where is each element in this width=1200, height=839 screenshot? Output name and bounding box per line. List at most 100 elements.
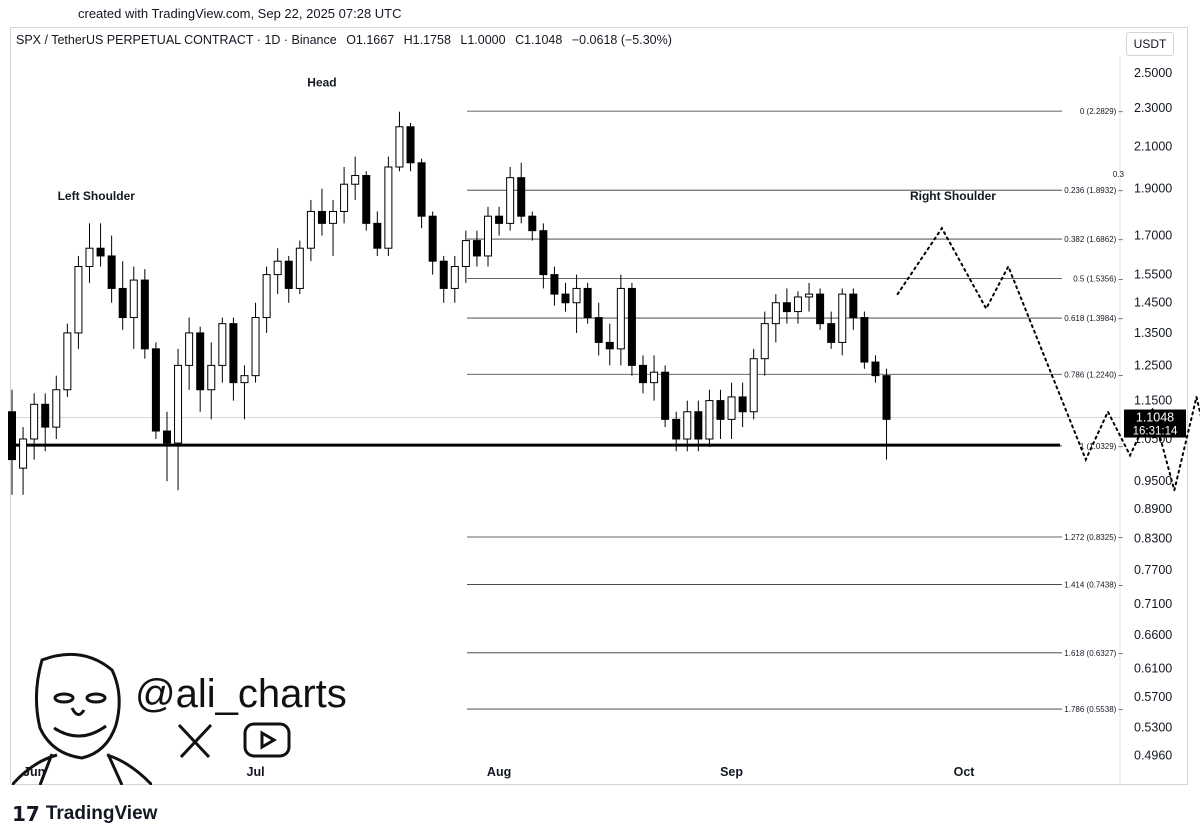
candle-body[interactable] bbox=[450, 266, 459, 289]
tradingview-logo[interactable]: 17 TradingView bbox=[12, 802, 157, 826]
candle-body[interactable] bbox=[583, 287, 592, 319]
candle-body[interactable] bbox=[882, 375, 891, 420]
candle-body[interactable] bbox=[428, 215, 437, 262]
candle-body[interactable] bbox=[229, 323, 238, 384]
candle-body[interactable] bbox=[41, 403, 50, 428]
candle-body[interactable] bbox=[816, 293, 825, 325]
candle-body[interactable] bbox=[273, 260, 282, 276]
candle-body[interactable] bbox=[616, 287, 625, 350]
candle-body[interactable] bbox=[362, 175, 371, 224]
candle-body[interactable] bbox=[8, 411, 16, 461]
candle-body[interactable] bbox=[849, 293, 858, 319]
candle-body[interactable] bbox=[417, 162, 426, 217]
candle-body[interactable] bbox=[284, 260, 293, 289]
youtube-icon[interactable] bbox=[243, 722, 291, 758]
candle-body[interactable] bbox=[838, 293, 847, 343]
candle-body[interactable] bbox=[406, 126, 415, 164]
candle-body[interactable] bbox=[96, 247, 105, 257]
current-price-label: 1.1048 bbox=[1136, 411, 1174, 425]
fib-level-label: 1.272 (0.8325) – bbox=[1064, 533, 1123, 542]
candle-body[interactable] bbox=[262, 274, 271, 319]
candle-body[interactable] bbox=[550, 274, 559, 295]
candle-body[interactable] bbox=[85, 247, 94, 268]
symbol-header: SPX / TetherUS PERPETUAL CONTRACT · 1D ·… bbox=[16, 33, 678, 47]
candle-body[interactable] bbox=[539, 230, 548, 276]
candle-body[interactable] bbox=[561, 293, 570, 304]
candle-body[interactable] bbox=[107, 255, 116, 289]
candle-body[interactable] bbox=[782, 302, 791, 313]
candle-body[interactable] bbox=[74, 266, 83, 334]
candle-body[interactable] bbox=[506, 177, 515, 224]
candle-body[interactable] bbox=[207, 364, 216, 391]
y-tick-label: 1.2500 bbox=[1134, 358, 1172, 372]
candle-body[interactable] bbox=[317, 210, 326, 224]
candle-body[interactable] bbox=[118, 287, 127, 319]
candle-body[interactable] bbox=[340, 183, 349, 212]
candle-body[interactable] bbox=[495, 215, 504, 224]
candle-body[interactable] bbox=[151, 348, 160, 432]
candle-body[interactable] bbox=[760, 323, 769, 360]
candle-body[interactable] bbox=[683, 411, 692, 440]
candle-body[interactable] bbox=[484, 215, 493, 257]
candle-body[interactable] bbox=[329, 210, 338, 224]
candle-body[interactable] bbox=[716, 400, 725, 420]
candle-body[interactable] bbox=[306, 210, 315, 249]
candle-body[interactable] bbox=[705, 400, 714, 440]
candle-body[interactable] bbox=[805, 293, 814, 298]
chart-frame bbox=[10, 27, 1188, 785]
candle-body[interactable] bbox=[738, 396, 747, 413]
candle-body[interactable] bbox=[727, 396, 736, 420]
candle-body[interactable] bbox=[605, 341, 614, 350]
x-icon[interactable] bbox=[176, 722, 214, 760]
candle-body[interactable] bbox=[572, 287, 581, 304]
candle-body[interactable] bbox=[240, 375, 249, 384]
candle-body[interactable] bbox=[251, 317, 260, 377]
fib-level-label: 0.5 (1.5356) – bbox=[1073, 275, 1123, 284]
y-tick-label: 1.3500 bbox=[1134, 326, 1172, 340]
candle-body[interactable] bbox=[827, 323, 836, 343]
candle-body[interactable] bbox=[627, 287, 636, 366]
candle-body[interactable] bbox=[63, 332, 72, 391]
y-tick-label: 0.8300 bbox=[1134, 531, 1172, 545]
candle-body[interactable] bbox=[174, 364, 183, 444]
candle-body[interactable] bbox=[129, 279, 138, 319]
candle-body[interactable] bbox=[19, 438, 28, 469]
candle-body[interactable] bbox=[472, 240, 481, 257]
candle-body[interactable] bbox=[461, 240, 470, 268]
y-tick-label: 0.7700 bbox=[1134, 563, 1172, 577]
candle-body[interactable] bbox=[694, 411, 703, 440]
candle-body[interactable] bbox=[638, 364, 647, 384]
candle-body[interactable] bbox=[871, 361, 880, 377]
bar-countdown-label: 16:31:14 bbox=[1133, 426, 1178, 438]
x-tick-label: Aug bbox=[487, 765, 511, 779]
currency-button[interactable]: USDT bbox=[1126, 32, 1174, 56]
candle-body[interactable] bbox=[749, 358, 758, 413]
symbol-title[interactable]: SPX / TetherUS PERPETUAL CONTRACT · 1D ·… bbox=[16, 33, 337, 47]
candle-body[interactable] bbox=[650, 371, 659, 384]
candle-body[interactable] bbox=[860, 317, 869, 363]
candle-body[interactable] bbox=[30, 403, 39, 440]
candle-body[interactable] bbox=[196, 332, 205, 391]
candle-body[interactable] bbox=[351, 175, 360, 185]
fib-level-label: 0 (2.2829) – bbox=[1080, 107, 1124, 116]
candle-body[interactable] bbox=[517, 177, 526, 217]
candle-body[interactable] bbox=[384, 166, 393, 249]
candle-body[interactable] bbox=[218, 323, 227, 366]
candle-body[interactable] bbox=[185, 332, 194, 366]
candle-body[interactable] bbox=[439, 260, 448, 289]
candle-body[interactable] bbox=[672, 418, 681, 440]
candle-body[interactable] bbox=[661, 371, 670, 420]
candle-body[interactable] bbox=[295, 247, 304, 289]
candle-body[interactable] bbox=[771, 302, 780, 325]
candle-body[interactable] bbox=[793, 296, 802, 313]
author-handle: @ali_charts bbox=[135, 672, 347, 716]
candle-body[interactable] bbox=[162, 430, 171, 444]
candle-body[interactable] bbox=[140, 279, 149, 350]
candle-body[interactable] bbox=[373, 222, 382, 249]
candle-body[interactable] bbox=[594, 317, 603, 343]
candle-body[interactable] bbox=[395, 126, 404, 168]
candle-body[interactable] bbox=[528, 215, 537, 232]
candle-body[interactable] bbox=[52, 389, 61, 428]
ohlc-low: L1.0000 bbox=[460, 33, 506, 47]
